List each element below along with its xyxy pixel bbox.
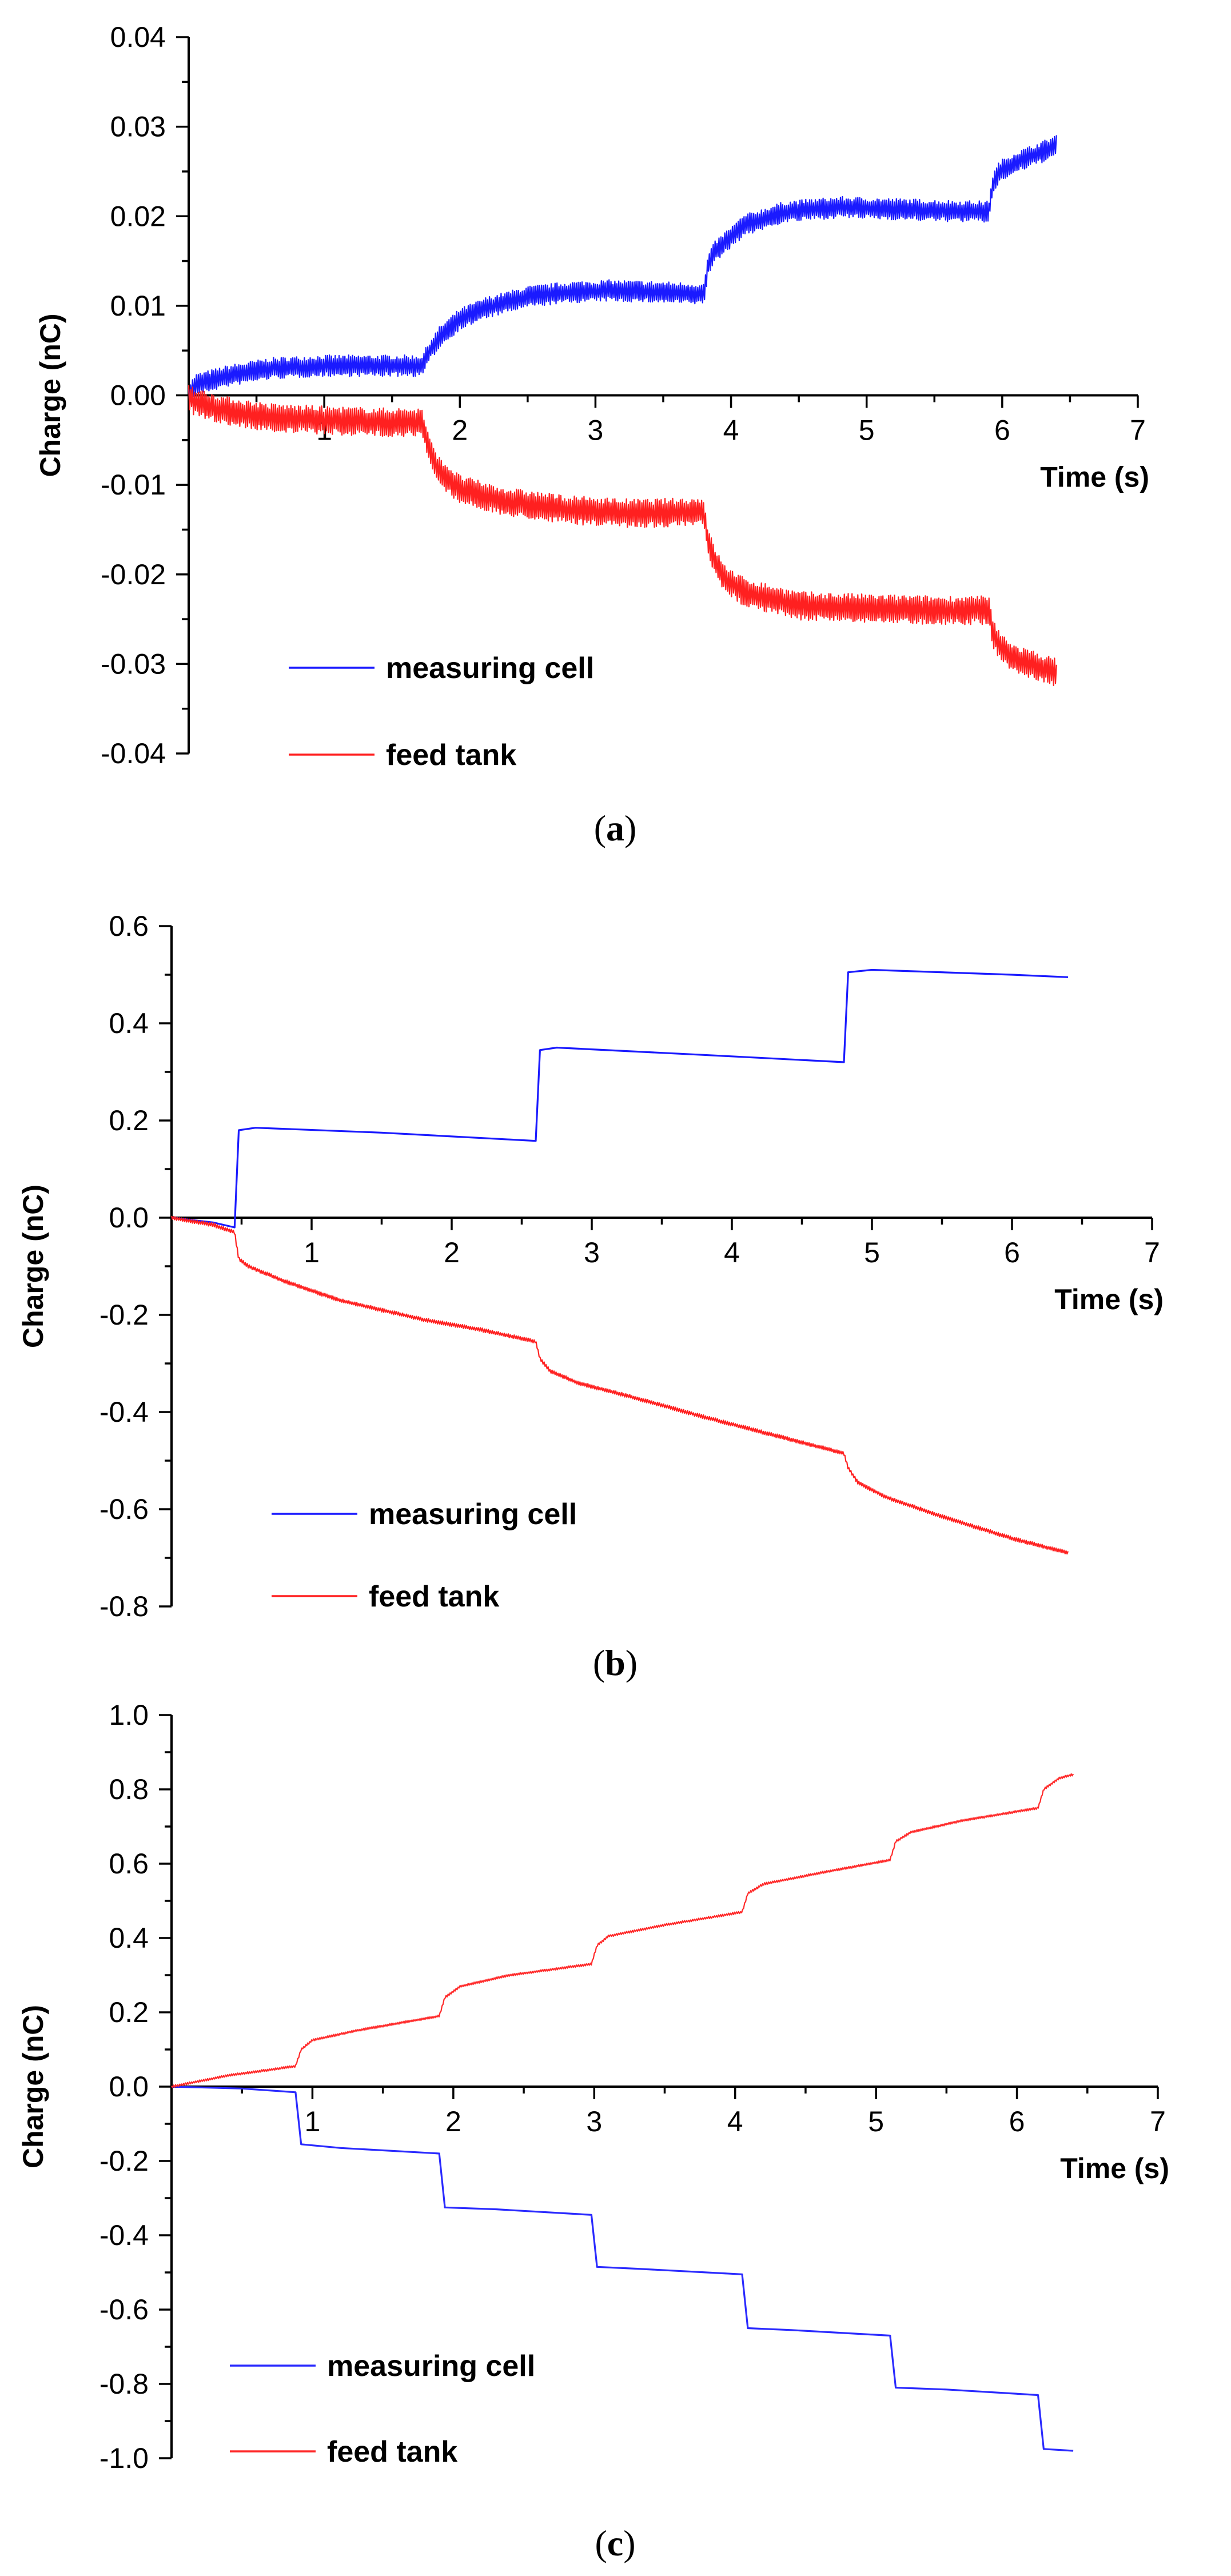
y-tick-label: 0.6 — [109, 1848, 149, 1880]
x-tick-label: 2 — [445, 2106, 461, 2138]
y-tick-label: -0.02 — [101, 559, 166, 591]
panel-caption: (a) — [594, 808, 637, 848]
y-tick-label: 0.01 — [110, 290, 166, 322]
series-line-measuring-cell — [188, 135, 1057, 405]
legend-label: feed tank — [386, 739, 516, 772]
y-tick-label: -0.8 — [99, 2368, 149, 2400]
panel-caption: (c) — [595, 2523, 635, 2563]
x-tick-label: 2 — [444, 1237, 460, 1269]
x-tick-label: 4 — [727, 2106, 743, 2138]
y-tick-label: 0.4 — [109, 1922, 149, 1954]
y-tick-label: 1.0 — [109, 1699, 149, 1731]
series-line-feed-tank — [188, 385, 1057, 687]
y-tick-label: 0.02 — [110, 200, 166, 232]
y-tick-label: 0.2 — [109, 1104, 149, 1137]
legend-label: measuring cell — [386, 652, 594, 685]
series-line-measuring-cell — [171, 2085, 1074, 2452]
y-tick-label: -0.2 — [99, 1299, 149, 1331]
y-tick-label: 0.0 — [109, 2071, 149, 2103]
y-tick-label: 0.04 — [110, 21, 166, 53]
y-tick-label: -0.4 — [99, 2219, 149, 2251]
series-line-feed-tank — [170, 1215, 1069, 1555]
x-tick-label: 1 — [304, 1237, 320, 1269]
series-line-feed-tank — [171, 1773, 1074, 2088]
x-tick-label: 1 — [305, 2106, 321, 2138]
legend-label: measuring cell — [369, 1498, 577, 1531]
x-tick-label: 2 — [452, 414, 468, 446]
legend-label: measuring cell — [327, 2350, 535, 2383]
y-tick-label: 0.6 — [109, 910, 149, 942]
y-tick-label: 0.8 — [109, 1773, 149, 1805]
x-tick-label: 5 — [864, 1237, 880, 1269]
x-tick-label: 6 — [1004, 1237, 1020, 1269]
x-axis-title: Time (s) — [1040, 461, 1149, 493]
x-tick-label: 7 — [1144, 1237, 1160, 1269]
y-tick-label: -0.4 — [99, 1396, 149, 1428]
y-tick-label: -0.01 — [101, 469, 166, 501]
legend-label: feed tank — [327, 2435, 457, 2469]
y-tick-label: 0.03 — [110, 111, 166, 143]
y-tick-label: -0.8 — [99, 1590, 149, 1622]
x-tick-label: 7 — [1130, 414, 1146, 446]
legend-label: feed tank — [369, 1580, 499, 1613]
y-tick-label: 0.2 — [109, 1996, 149, 2028]
x-tick-label: 6 — [1009, 2106, 1025, 2138]
y-tick-label: 0.00 — [110, 380, 166, 412]
x-tick-label: 6 — [994, 414, 1010, 446]
chart-panel-c: -1.0 -0.8 -0.6 -0.4 -0.2 0.0 0.2 0.4 0.6 0.8 1.0 1 2… — [17, 1699, 1169, 2563]
x-axis-title: Time (s) — [1054, 1283, 1164, 1315]
x-tick-label: 7 — [1150, 2106, 1166, 2138]
x-tick-label: 3 — [584, 1237, 600, 1269]
y-axis-title: Charge (nC) — [17, 2005, 49, 2168]
y-axis-title: Charge (nC) — [17, 1185, 49, 1348]
y-tick-label: -1.0 — [99, 2442, 149, 2474]
y-tick-label: -0.03 — [101, 648, 166, 680]
y-tick-label: -0.2 — [99, 2145, 149, 2177]
y-axis-title: Charge (nC) — [34, 313, 66, 477]
x-axis-title: Time (s) — [1060, 2152, 1169, 2184]
y-tick-label: -0.04 — [101, 737, 166, 769]
series-line-measuring-cell — [171, 968, 1069, 1229]
x-tick-label: 4 — [724, 1237, 740, 1269]
chart-panel-a: -0.04 -0.03 -0.02 -0.01 0.00 0.01 0.02 0.03 0.04… — [34, 21, 1149, 848]
y-tick-label: 0.0 — [109, 1202, 149, 1234]
chart-panel-b: -0.8 -0.6 -0.4 -0.2 0.0 0.2 0.4 0.6 1 2 3 4 5 6 7 Time … — [17, 910, 1164, 1683]
x-tick-label: 5 — [859, 414, 875, 446]
x-tick-label: 4 — [723, 414, 739, 446]
x-tick-label: 3 — [588, 414, 604, 446]
y-tick-label: -0.6 — [99, 2294, 149, 2326]
y-tick-label: 0.4 — [109, 1007, 149, 1039]
y-tick-label: -0.6 — [99, 1493, 149, 1525]
x-tick-label: 3 — [586, 2106, 602, 2138]
panel-caption: (b) — [593, 1642, 638, 1683]
x-tick-label: 5 — [868, 2106, 884, 2138]
